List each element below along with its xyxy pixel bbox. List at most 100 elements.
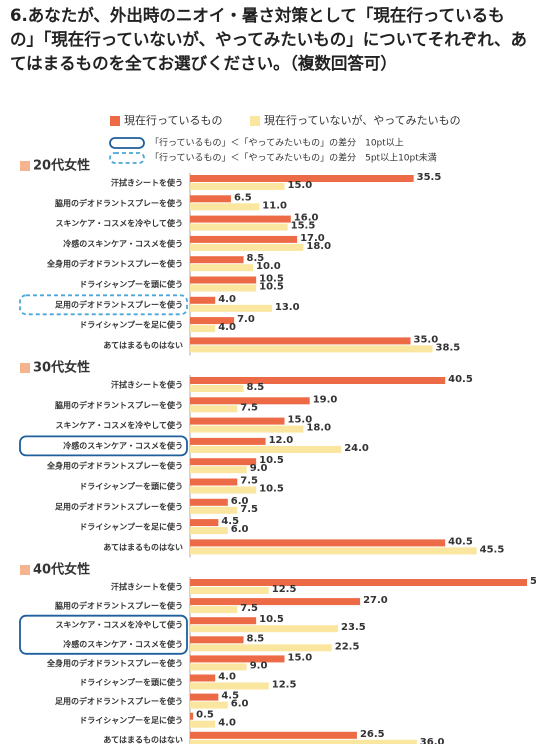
bar xyxy=(190,437,266,445)
bar xyxy=(190,317,235,325)
bar xyxy=(190,175,414,182)
bar xyxy=(190,598,361,606)
category-label: 全身用のデオドラントスプレーを使う xyxy=(46,658,183,668)
value-label: 0.5 xyxy=(196,710,214,721)
bar xyxy=(190,636,244,644)
value-label: 12.5 xyxy=(272,584,297,595)
bar xyxy=(190,579,528,586)
bar xyxy=(190,498,228,506)
legend-box-label: 「行っているもの」＜「やってみたいもの」の差分 10pt以上 xyxy=(150,137,404,149)
value-label: 26.5 xyxy=(360,729,385,740)
legend-label: 現在行っていないが、やってみたいもの xyxy=(264,113,461,127)
bar xyxy=(190,195,231,203)
legend-box-label: 「行っているもの」＜「やってみたいもの」の差分 5pt以上10pt未満 xyxy=(150,152,437,164)
bar xyxy=(190,644,332,652)
bar xyxy=(190,337,411,345)
subtitle-marker xyxy=(20,363,30,373)
value-label: 8.5 xyxy=(247,382,265,393)
bar xyxy=(190,486,257,494)
legend-swatch xyxy=(110,116,120,126)
value-label: 10.5 xyxy=(259,614,284,625)
category-label: ドライシャンプーを頭に使う xyxy=(79,677,183,687)
value-label: 12.5 xyxy=(272,680,297,691)
bar xyxy=(190,397,310,405)
bar xyxy=(190,674,216,682)
value-label: 7.5 xyxy=(240,504,258,515)
value-label: 15.0 xyxy=(288,415,313,426)
panel-subtitle: 30代女性 xyxy=(33,360,90,376)
highlight-box xyxy=(19,435,188,457)
bar xyxy=(190,693,219,701)
bar xyxy=(190,606,238,614)
highlight-box xyxy=(19,294,188,316)
bar xyxy=(190,720,216,728)
bar xyxy=(190,587,269,594)
value-label: 15.0 xyxy=(288,652,313,663)
bar xyxy=(190,655,285,663)
category-label: 汗拭きシートを使う xyxy=(111,582,183,592)
legend-box xyxy=(109,137,145,149)
value-label: 24.0 xyxy=(344,443,369,454)
value-label: 7.5 xyxy=(240,603,258,614)
value-label: 22.5 xyxy=(335,641,360,652)
bar xyxy=(190,235,298,243)
bar xyxy=(190,739,417,744)
value-label: 4.0 xyxy=(218,718,236,729)
subtitle-marker xyxy=(20,565,30,575)
bar xyxy=(190,203,260,211)
category-label: 脇用のデオドラントスプレーを使う xyxy=(55,601,183,611)
bar xyxy=(190,183,285,190)
bar xyxy=(190,325,216,333)
page-title: 6.あなたが、外出時のニオイ・暑さ対策として「現在行っているもの」「現在行ってい… xyxy=(10,6,527,73)
bar xyxy=(190,417,285,425)
value-label: 10.5 xyxy=(259,274,284,285)
value-label: 7.0 xyxy=(237,314,255,325)
panel-subtitle: 20代女性 xyxy=(33,158,90,174)
value-label: 4.0 xyxy=(218,672,236,683)
value-label: 35.0 xyxy=(414,334,439,345)
category-label: 足用のデオドラントスプレーを使う xyxy=(55,501,183,511)
category-label: ドライシャンプーを頭に使う xyxy=(79,481,183,491)
category-label: スキンケア・コスメを冷やして使う xyxy=(55,620,183,630)
category-label: スキンケア・コスメを冷やして使う xyxy=(55,420,183,430)
bar xyxy=(190,731,357,739)
category-label: 汗拭きシートを使う xyxy=(111,178,183,188)
value-label: 7.5 xyxy=(240,476,258,487)
value-label: 13.0 xyxy=(275,302,300,313)
bar xyxy=(190,682,269,690)
value-label: 35.5 xyxy=(417,172,442,183)
value-label: 12.0 xyxy=(269,435,294,446)
category-label: ドライシャンプーを足に使う xyxy=(79,522,183,532)
value-label: 9.0 xyxy=(250,660,268,671)
value-label: 6.0 xyxy=(231,524,249,535)
bar xyxy=(190,617,257,625)
value-label: 7.5 xyxy=(240,402,258,413)
category-label: スキンケア・コスメを冷やして使う xyxy=(55,218,183,228)
bar xyxy=(190,284,257,292)
bar xyxy=(190,425,304,433)
category-label: ドライシャンプーを足に使う xyxy=(79,320,183,330)
value-label: 8.5 xyxy=(247,633,265,644)
highlight-box xyxy=(19,614,188,655)
value-label: 40.5 xyxy=(448,536,473,547)
value-label: 11.0 xyxy=(262,200,287,211)
bar xyxy=(190,256,244,264)
value-label: 18.0 xyxy=(306,423,331,434)
value-label: 23.5 xyxy=(341,622,366,633)
value-label: 19.0 xyxy=(313,394,338,405)
value-label: 18.0 xyxy=(306,241,331,252)
value-label: 4.5 xyxy=(221,691,239,702)
bar xyxy=(190,458,257,466)
value-label: 9.0 xyxy=(250,463,268,474)
bar xyxy=(190,539,446,547)
category-label: 脇用のデオドラントスプレーを使う xyxy=(55,400,183,410)
bar xyxy=(190,625,339,633)
value-label: 16.0 xyxy=(294,213,319,224)
value-label: 15.5 xyxy=(291,221,316,232)
bar xyxy=(190,445,342,453)
value-label: 4.5 xyxy=(221,516,239,527)
legend-swatch xyxy=(250,116,260,126)
bar xyxy=(190,527,228,535)
bar xyxy=(190,712,194,720)
